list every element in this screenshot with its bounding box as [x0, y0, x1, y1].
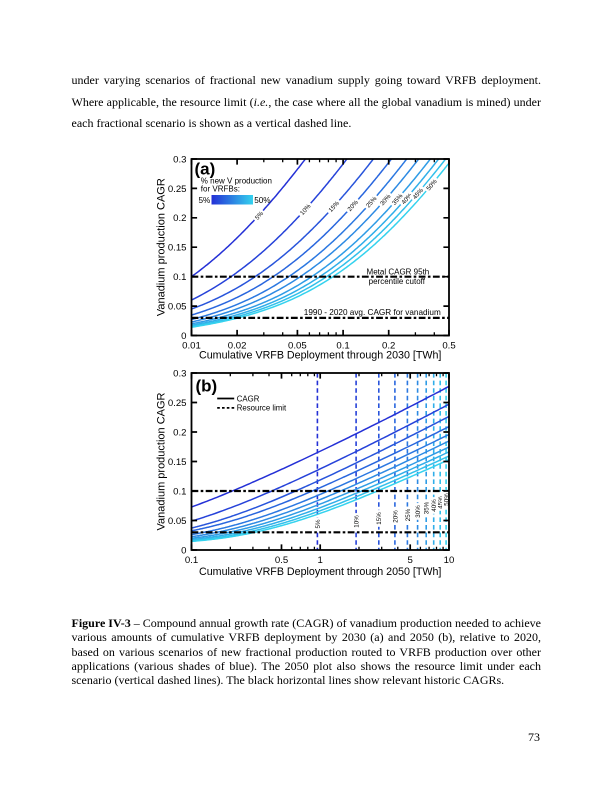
svg-text:15%: 15%	[376, 512, 383, 525]
svg-text:35%: 35%	[424, 501, 431, 514]
svg-text:10: 10	[444, 555, 455, 566]
svg-text:0.3: 0.3	[173, 368, 186, 379]
svg-text:0.15: 0.15	[168, 243, 187, 254]
svg-text:percentile cutoff: percentile cutoff	[369, 277, 426, 286]
svg-text:0.05: 0.05	[288, 341, 307, 352]
svg-text:(b): (b)	[196, 377, 218, 396]
svg-text:Cumulative VRFB Deployment thr: Cumulative VRFB Deployment through 2030 …	[199, 349, 441, 361]
svg-text:0.15: 0.15	[168, 457, 187, 468]
svg-text:0.02: 0.02	[228, 341, 247, 352]
svg-text:0.1: 0.1	[173, 272, 186, 283]
svg-text:0.05: 0.05	[168, 516, 187, 527]
svg-text:for VRFBs:: for VRFBs:	[201, 184, 240, 193]
svg-text:40%: 40%	[431, 499, 438, 512]
svg-text:Cumulative VRFB Deployment thr: Cumulative VRFB Deployment through 2050 …	[199, 566, 441, 578]
svg-text:0.05: 0.05	[168, 302, 187, 313]
svg-text:0.1: 0.1	[173, 486, 186, 497]
svg-text:Resource limit: Resource limit	[237, 404, 287, 413]
svg-text:0.5: 0.5	[442, 341, 455, 352]
svg-text:0.1: 0.1	[336, 341, 349, 352]
svg-text:0.5: 0.5	[275, 555, 288, 566]
svg-text:1990 - 2020 avg. CAGR for vana: 1990 - 2020 avg. CAGR for vanadium	[304, 308, 441, 317]
svg-text:0.25: 0.25	[168, 398, 187, 409]
svg-text:0.3: 0.3	[173, 154, 186, 165]
svg-text:20%: 20%	[392, 510, 399, 523]
svg-text:Metal CAGR 95th: Metal CAGR 95th	[367, 268, 430, 277]
svg-text:0: 0	[181, 331, 186, 342]
svg-text:5%: 5%	[315, 519, 322, 528]
svg-text:50%: 50%	[444, 493, 451, 506]
svg-text:5%: 5%	[254, 210, 266, 222]
svg-text:0.2: 0.2	[173, 213, 186, 224]
svg-text:10%: 10%	[354, 515, 361, 528]
svg-text:5: 5	[408, 555, 413, 566]
svg-text:25%: 25%	[405, 508, 412, 521]
svg-text:% new V production: % new V production	[201, 177, 272, 186]
svg-text:45%: 45%	[438, 496, 445, 509]
svg-text:5%: 5%	[198, 196, 210, 205]
svg-text:0.2: 0.2	[382, 341, 395, 352]
svg-text:0: 0	[181, 545, 186, 556]
svg-text:CAGR: CAGR	[237, 394, 260, 403]
svg-text:30%: 30%	[415, 505, 422, 518]
svg-text:0.2: 0.2	[173, 427, 186, 438]
svg-text:0.01: 0.01	[182, 341, 201, 352]
svg-text:Vanadium production CAGR: Vanadium production CAGR	[156, 392, 168, 530]
svg-text:0.1: 0.1	[185, 555, 198, 566]
svg-text:1: 1	[318, 555, 323, 566]
svg-text:(a): (a)	[195, 160, 216, 179]
svg-text:0.25: 0.25	[168, 184, 187, 195]
svg-text:50%: 50%	[254, 196, 270, 205]
svg-text:Vanadium production CAGR: Vanadium production CAGR	[156, 178, 168, 316]
